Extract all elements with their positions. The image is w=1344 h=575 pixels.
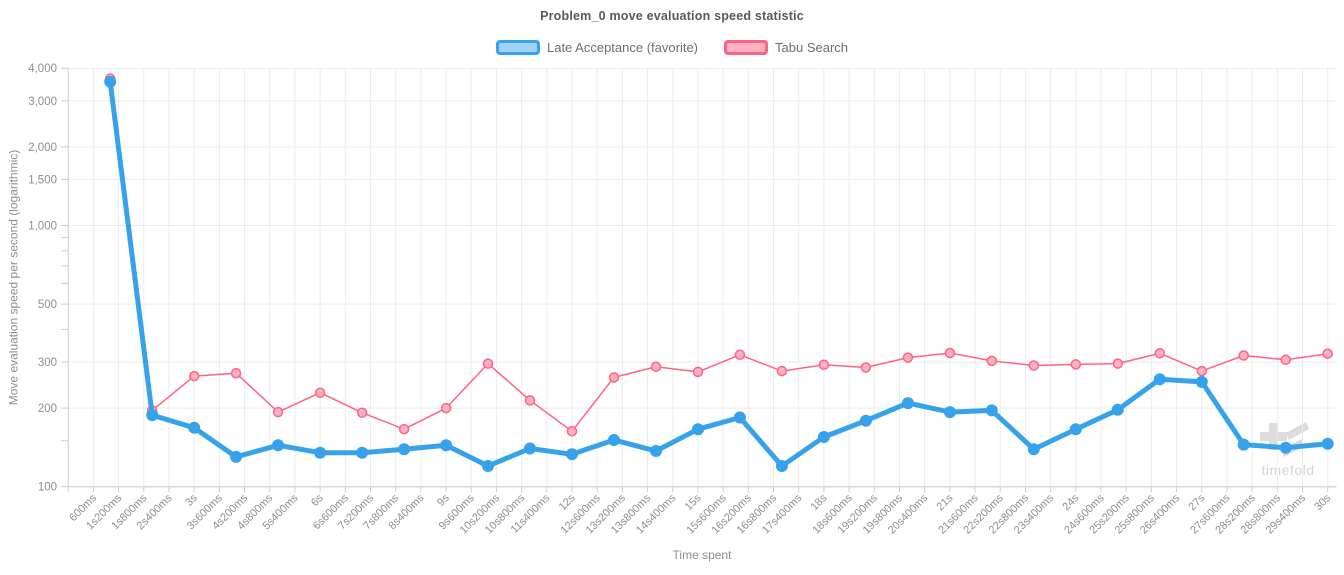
svg-text:200: 200 (38, 403, 57, 415)
legend-item-late-acceptance-favorite[interactable]: Late Acceptance (favorite) (495, 40, 699, 55)
svg-text:100: 100 (38, 482, 57, 494)
svg-text:18s: 18s (808, 492, 829, 513)
legend: Late Acceptance (favorite) Tabu Search (0, 40, 1344, 55)
legend-label: Tabu Search (775, 40, 849, 55)
series-late-acceptance-favorite-line (107, 79, 1331, 469)
series-tabu-search-points[interactable] (104, 73, 1333, 437)
watermark-text: timefold (1261, 462, 1315, 478)
svg-text:4,000: 4,000 (28, 63, 57, 75)
svg-text:30s: 30s (1312, 492, 1333, 513)
axis-lines (67, 68, 1337, 488)
legend-label: Late Acceptance (favorite) (546, 40, 699, 55)
svg-text:9s: 9s (435, 492, 452, 509)
svg-text:12s: 12s (557, 492, 578, 513)
x-axis-title: Time spent (672, 548, 732, 562)
legend-swatch-icon (724, 40, 769, 55)
svg-text:6s: 6s (309, 492, 326, 509)
svg-text:1,500: 1,500 (28, 175, 57, 187)
x-tick-marks (67, 486, 1329, 493)
svg-text:21s: 21s (934, 492, 955, 513)
svg-text:500: 500 (38, 299, 57, 311)
chart-title: Problem_0 move evaluation speed statisti… (540, 9, 804, 23)
legend-item-tabu-search[interactable]: Tabu Search (724, 40, 848, 55)
svg-text:300: 300 (38, 357, 57, 369)
x-gridlines (92, 68, 1329, 487)
legend-swatch-icon (495, 40, 540, 55)
svg-text:3s: 3s (183, 492, 200, 509)
y-tick-labels: 4,000 3,000 2,000 1,500 1,000 500 300 200 100 (28, 63, 57, 493)
series-late-acceptance-favorite-points[interactable] (104, 75, 1334, 472)
svg-text:2,000: 2,000 (28, 142, 57, 154)
svg-text:15s: 15s (683, 492, 704, 513)
svg-text:27s: 27s (1186, 492, 1207, 513)
svg-text:1,000: 1,000 (28, 221, 57, 233)
y-tick-marks (61, 67, 69, 488)
svg-text:3,000: 3,000 (28, 96, 57, 108)
y-gridlines (68, 67, 1337, 488)
svg-text:24s: 24s (1060, 492, 1081, 513)
series-tabu-search-line (109, 77, 1329, 433)
